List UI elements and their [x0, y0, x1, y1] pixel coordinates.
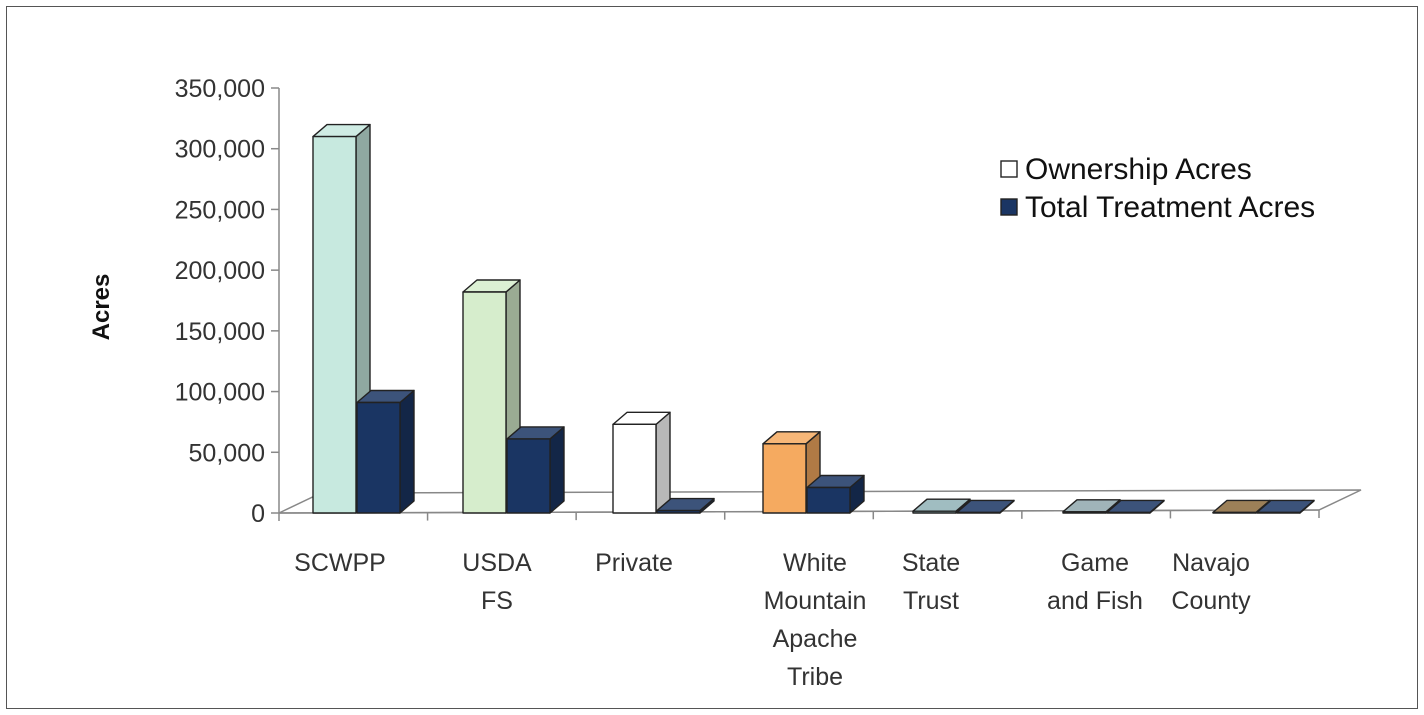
y-tick-label: 50,000	[189, 439, 265, 467]
total-treatment-acres-bar	[356, 389, 415, 514]
y-tick-label: 250,000	[175, 196, 265, 224]
category-label: Game and Fish	[1047, 549, 1143, 615]
total-treatment-acres-bar	[1106, 499, 1165, 514]
category-label: USDA FS	[462, 549, 532, 615]
category-label: Private	[595, 549, 673, 577]
category-label: White Mountain Apache Tribe	[764, 549, 867, 691]
y-tick-label: 300,000	[175, 136, 265, 164]
legend-label-treatment: Total Treatment Acres	[1025, 191, 1315, 224]
total-treatment-acres-bar	[506, 426, 565, 514]
bar-chart: 0 50,000 100,000 150,000 200,000 250,000 300,0…	[88, 75, 1362, 691]
total-treatment-acres-bar	[956, 499, 1015, 514]
legend-swatch-treatment	[1000, 198, 1018, 216]
category-label: Navajo County	[1171, 549, 1251, 615]
legend-label-ownership: Ownership Acres	[1025, 153, 1252, 186]
ownership-acres-bar	[612, 411, 671, 514]
total-treatment-acres-bar	[656, 497, 715, 514]
y-tick-label: 150,000	[175, 318, 265, 346]
legend-swatch-ownership	[1000, 160, 1018, 178]
y-tick-label: 350,000	[175, 75, 265, 103]
category-label: SCWPP	[294, 549, 386, 577]
category-label: State Trust	[902, 549, 960, 615]
total-treatment-acres-bar	[806, 474, 865, 514]
y-tick-label: 0	[251, 500, 265, 528]
total-treatment-acres-bar	[1256, 499, 1315, 514]
y-tick-label: 100,000	[175, 379, 265, 407]
y-axis-title: Acres	[88, 274, 115, 341]
chart-frame: 0 50,000 100,000 150,000 200,000 250,000 300,0…	[6, 6, 1418, 709]
y-tick-label: 200,000	[175, 257, 265, 285]
